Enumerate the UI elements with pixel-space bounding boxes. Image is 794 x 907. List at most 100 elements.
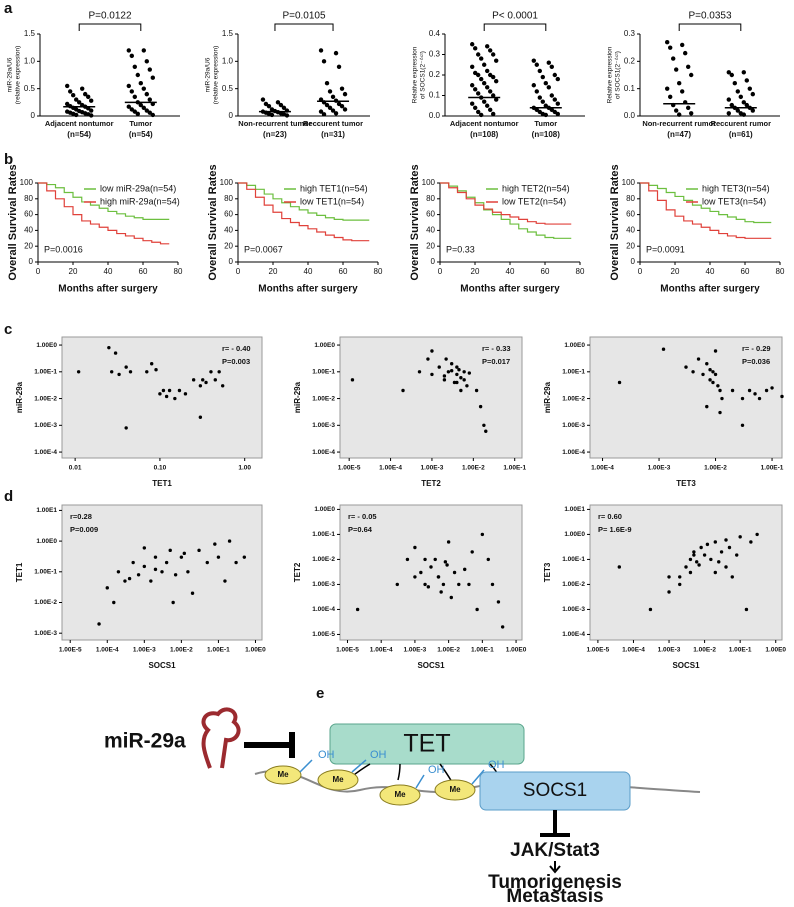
y-tick-label: 60 — [626, 210, 635, 219]
point — [168, 548, 172, 553]
point — [744, 607, 749, 612]
point — [740, 423, 745, 428]
point — [724, 538, 728, 542]
legend-label: low miR-29a(n=54) — [100, 183, 176, 193]
dot — [741, 70, 746, 75]
y-tick-label: 1.00E0 — [564, 531, 585, 538]
dot — [531, 58, 536, 63]
stat-annotation: r= - 0.40 — [222, 344, 251, 353]
point — [753, 392, 757, 396]
y-tick-label: 1.00E-3 — [34, 630, 57, 637]
point — [678, 575, 682, 579]
inhibition — [244, 732, 295, 758]
dot — [275, 100, 281, 105]
x-tick-label: 1.00E-3 — [658, 647, 681, 654]
point — [117, 372, 121, 377]
point — [749, 540, 753, 544]
y-tick-label: 1.00E-4 — [34, 449, 57, 456]
point — [198, 415, 203, 419]
dot — [537, 95, 542, 100]
point — [355, 607, 360, 612]
x-axis-label: TET1 — [152, 479, 172, 488]
point — [747, 388, 752, 393]
dot — [485, 44, 490, 49]
p-value: P=0.0091 — [646, 244, 685, 254]
x-tick-label: 1.00E-4 — [591, 465, 614, 472]
stat-annotation: r=0.28 — [70, 512, 92, 521]
x-tick-label: 1.00E-2 — [704, 465, 727, 472]
dot — [543, 81, 548, 86]
dot — [534, 89, 539, 94]
dot — [470, 83, 475, 88]
point — [149, 362, 154, 366]
y-tick-label: 1.00E-3 — [562, 606, 585, 613]
y-axis-label: TET2 — [293, 562, 302, 582]
point — [173, 396, 177, 401]
legend-label: low TET2(n=54) — [502, 196, 566, 206]
y-tick-label: 1.00E-1 — [312, 531, 335, 538]
y-tick-label: 1.00E-1 — [562, 369, 585, 376]
point — [97, 622, 101, 626]
dot — [735, 108, 740, 113]
point — [173, 573, 178, 577]
dot — [555, 101, 560, 106]
x-tick-label: 1.00E-3 — [404, 647, 427, 654]
point — [167, 388, 172, 393]
p-value: P=0.0016 — [44, 244, 83, 254]
legend-label: high TET1(n=54) — [300, 183, 368, 193]
x-tick-label: 20 — [671, 267, 680, 276]
point — [490, 582, 495, 587]
point — [201, 378, 205, 382]
dot — [680, 42, 685, 48]
x-tick-label: 1.00E-5 — [336, 647, 359, 654]
point — [437, 365, 441, 369]
y-tick-label: 1.0 — [222, 56, 234, 65]
point — [442, 374, 447, 378]
y-tick-label: 0.0 — [429, 111, 441, 120]
point — [430, 372, 434, 377]
point — [699, 545, 703, 550]
point — [209, 370, 213, 374]
dot — [321, 59, 327, 64]
stat-annotation: r= - 0.29 — [742, 344, 771, 353]
dot — [485, 85, 490, 90]
y-axis-label: miR-29a — [293, 381, 302, 413]
panel-label: b — [4, 151, 13, 168]
dot — [552, 72, 557, 78]
me-label: Me — [277, 770, 289, 779]
dot — [126, 83, 131, 89]
dot — [491, 74, 496, 80]
point — [727, 545, 732, 550]
point — [484, 429, 488, 433]
mirna-label: miR-29a — [104, 730, 186, 753]
dot — [555, 111, 560, 117]
x-axis-label: SOCS1 — [672, 661, 700, 670]
x-axis-label: TET3 — [676, 479, 696, 488]
panel-label: d — [4, 488, 13, 505]
point — [692, 550, 696, 554]
point — [217, 370, 221, 374]
dot — [138, 81, 143, 86]
y-axis-label: Relative expression — [412, 46, 419, 103]
plot-background — [339, 336, 523, 459]
point — [441, 582, 446, 587]
oh-label: OH — [370, 749, 387, 761]
point — [708, 367, 712, 372]
point — [696, 357, 701, 361]
dot — [491, 93, 496, 98]
x-tick-label: 20 — [269, 267, 278, 276]
dot — [144, 59, 149, 64]
point — [691, 370, 695, 374]
legend-label: high TET3(n=54) — [702, 183, 770, 193]
dot — [747, 86, 752, 91]
y-axis-label: TET1 — [15, 562, 24, 582]
x-tick-label: 1.00E-3 — [648, 465, 671, 472]
dot — [485, 68, 490, 74]
x-tick-label: 1.00 — [238, 465, 251, 472]
x-tick-label: 0 — [638, 267, 643, 276]
point — [459, 376, 463, 380]
point — [426, 357, 430, 361]
y-tick-label: 80 — [224, 194, 233, 203]
y-axis-label: Overall Survival Rates — [609, 164, 621, 280]
dot — [470, 64, 475, 70]
